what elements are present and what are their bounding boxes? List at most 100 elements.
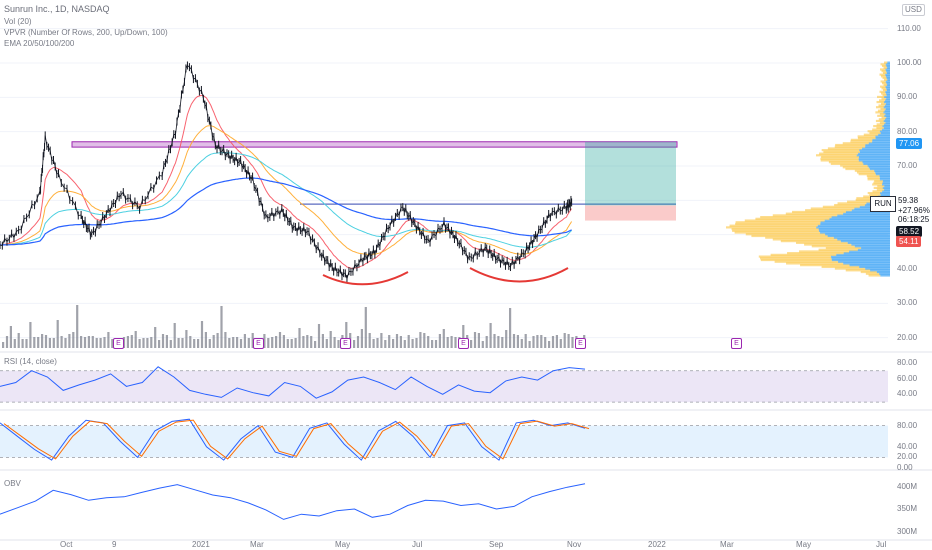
volume-bar [286,339,289,348]
vpvr-bar-up [879,272,890,275]
vpvr-bar-up [829,217,890,220]
vpvr-bar-down [760,257,832,260]
vpvr-bar-down [873,181,883,184]
vpvr-bar-up [879,178,890,181]
vpvr-bar-up [885,85,890,88]
volume-indicator-label[interactable]: Vol (20) [4,17,32,26]
volume-bar [282,335,285,348]
vpvr-bar-down [842,166,869,169]
volume-bar [372,339,375,348]
time-axis-label: 9 [112,540,117,549]
volume-bar [224,332,227,348]
right-cup-arc [469,267,569,283]
volume-bar [232,337,235,348]
rsi-pane-label[interactable]: RSI (14, close) [4,357,57,366]
chart-title[interactable]: Sunrun Inc., 1D, NASDAQ [4,4,110,14]
vpvr-bar-up [827,234,890,238]
rsi-line [0,366,586,399]
earnings-icon[interactable]: E [458,338,469,349]
vpvr-bar-down [787,252,844,255]
vpvr-bar-up [818,228,890,231]
price-tick-label: 30.00 [897,298,918,308]
volume-bar [415,338,418,348]
volume-bar [298,328,301,348]
vpvr-bar-up [883,123,890,126]
vpvr-bar-up [858,159,890,162]
vpvr-bar-down [883,88,887,92]
vpvr-bar-up [882,179,890,183]
vpvr-bar-down [772,238,838,241]
volume-bar [559,339,562,348]
volume-bar [450,336,453,348]
volume-bar [473,332,477,348]
vpvr-bar-up [885,92,890,95]
vpvr-bar-up [886,116,890,119]
vpvr-bar-up [831,216,890,219]
vpvr-bar-up [883,119,890,123]
stoch-tick-label: 20.00 [897,452,918,462]
vpvr-bar-down [879,90,886,93]
obv-pane-label[interactable]: OBV [4,479,21,488]
volume-bar [44,335,48,348]
earnings-icon[interactable]: E [113,338,124,349]
volume-bar [442,329,445,348]
vpvr-bar-up [879,174,890,177]
vpvr-bar-down [875,106,884,109]
volume-bar [555,335,558,348]
vpvr-bar-up [817,224,890,227]
volume-bar [60,336,63,348]
vpvr-bar-up [878,133,890,136]
vpvr-bar-up [880,193,890,196]
volume-bar [80,336,83,348]
vpvr-bar-down [879,73,886,76]
volume-bar [72,332,75,348]
volume-bar [384,340,387,348]
vpvr-bar-up [861,246,890,250]
price-tick-label: 90.00 [897,92,918,102]
stochastic-pane [0,418,888,461]
earnings-icon[interactable]: E [575,338,586,349]
vpvr-bar-down [882,76,887,80]
vpvr-bar-up [833,236,890,239]
volume-bar [380,333,383,348]
earnings-icon[interactable]: E [340,338,351,349]
volume-bar [532,336,535,348]
vpvr-bar-down [866,174,880,177]
time-axis-label: Mar [720,540,734,549]
vpvr-indicator-label[interactable]: VPVR (Number Of Rows, 200, Up/Down, 100) [4,28,168,37]
vpvr-bar-up [872,138,890,141]
earnings-icon[interactable]: E [731,338,742,349]
ema-indicator-label[interactable]: EMA 20/50/100/200 [4,39,75,48]
volume-bar [317,324,321,348]
vpvr-bar-up [885,90,890,93]
vpvr-bar-down [867,130,880,133]
vpvr-bar-up [862,147,890,150]
stop-price-tag: 54.11 [896,236,922,247]
vpvr-bar-down [856,197,875,200]
vpvr-bar-down [811,245,855,248]
vpvr-bar-up [859,149,890,152]
vpvr-bar-down [880,85,886,88]
vpvr-bar-up [884,185,890,188]
currency-button[interactable]: USD [902,4,925,16]
vpvr-bar-down [883,83,888,87]
earnings-icon[interactable]: E [253,338,264,349]
vpvr-bar-down [845,269,871,272]
vpvr-bar-down [799,250,850,253]
vpvr-bar-down [835,143,866,147]
vpvr-bar-down [880,107,886,111]
volume-bar [364,307,367,348]
vpvr-bar-up [818,229,890,232]
volume-bar [306,335,309,348]
vpvr-bar-down [827,147,863,150]
volume-bar [462,325,465,348]
volume-bar [524,334,527,348]
vpvr-bar-down [867,176,880,179]
ema-50-line [0,125,573,255]
vpvr-bar-up [884,114,890,117]
volume-bar [185,330,188,348]
left-cup-arc [322,271,409,286]
volume-bar [360,329,363,348]
vpvr-bar-down [774,260,839,263]
